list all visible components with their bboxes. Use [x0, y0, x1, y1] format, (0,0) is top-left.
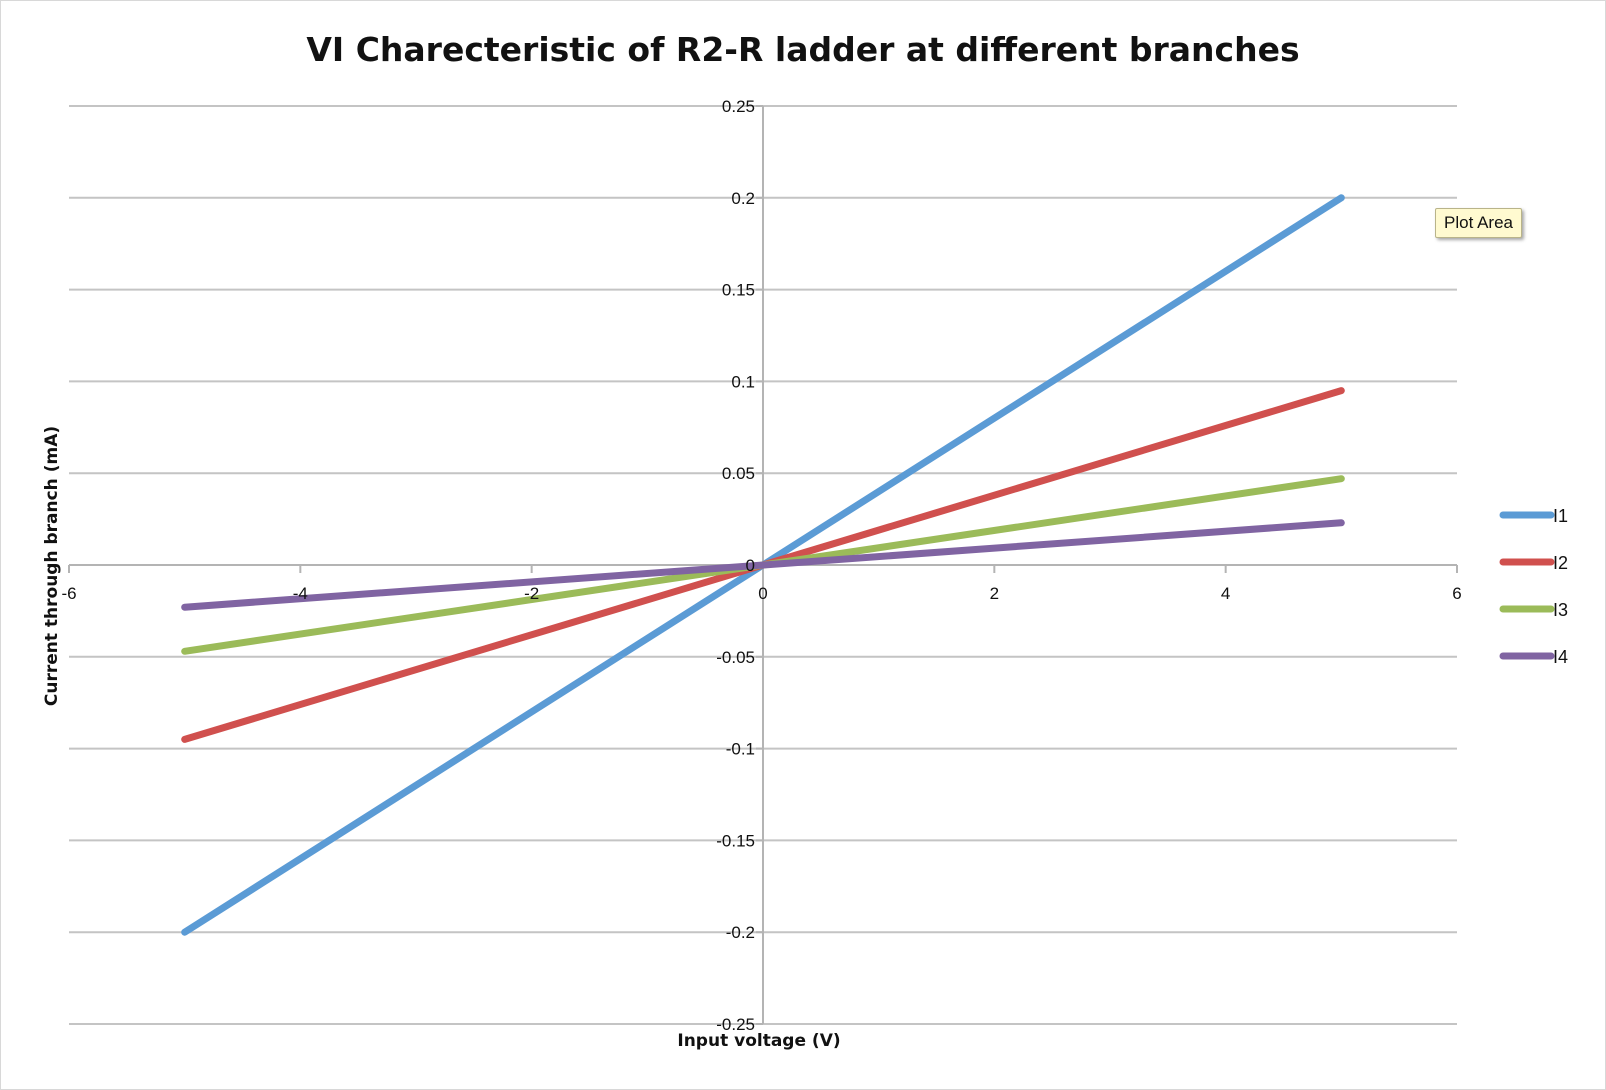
- legend[interactable]: I1 I2 I3 I4: [1499, 506, 1568, 667]
- plot-area-tooltip: Plot Area: [1435, 208, 1522, 238]
- y-tick-label: 0.15: [722, 281, 755, 300]
- y-tick-label: -0.05: [716, 648, 755, 667]
- x-tick-label: -2: [524, 584, 539, 603]
- x-tick-label: 4: [1221, 584, 1230, 603]
- x-tick-label: -6: [61, 584, 76, 603]
- y-tick-label: 0: [746, 556, 755, 575]
- x-axis-label: Input voltage (V): [677, 1031, 840, 1051]
- y-tick-label: -0.2: [726, 923, 755, 942]
- x-tick-label: 0: [758, 584, 767, 603]
- y-tick-label: 0.25: [722, 97, 755, 116]
- y-tick-label: 0.1: [731, 372, 755, 391]
- x-tick-label: 6: [1452, 584, 1461, 603]
- chart-title: VI Charecteristic of R2-R ladder at diff…: [306, 30, 1299, 69]
- y-tick-label: -0.25: [716, 1015, 755, 1034]
- legend-label-i3[interactable]: I3: [1553, 600, 1568, 620]
- y-tick-label: 0.05: [722, 464, 755, 483]
- y-tick-labels: 0.25 0.2 0.15 0.1 0.05 0 -0.05 -0.1 -0.15 -0.2 -0.…: [716, 97, 755, 1034]
- legend-label-i4[interactable]: I4: [1553, 647, 1568, 667]
- legend-label-i1[interactable]: I1: [1553, 506, 1568, 526]
- y-tick-label: -0.1: [726, 740, 755, 759]
- y-tick-label: 0.2: [731, 189, 755, 208]
- series-layer[interactable]: [181, 194, 1345, 936]
- legend-label-i2[interactable]: I2: [1553, 553, 1568, 573]
- x-tick-labels: -6 -4 -2 0 2 4 6: [61, 584, 1461, 603]
- y-tick-label: -0.15: [716, 831, 755, 850]
- x-tick-label: -4: [293, 584, 308, 603]
- y-axis-label: Current through branch (mA): [42, 426, 62, 706]
- x-tick-label: 2: [990, 584, 999, 603]
- series-line-i4[interactable]: [181, 519, 1345, 611]
